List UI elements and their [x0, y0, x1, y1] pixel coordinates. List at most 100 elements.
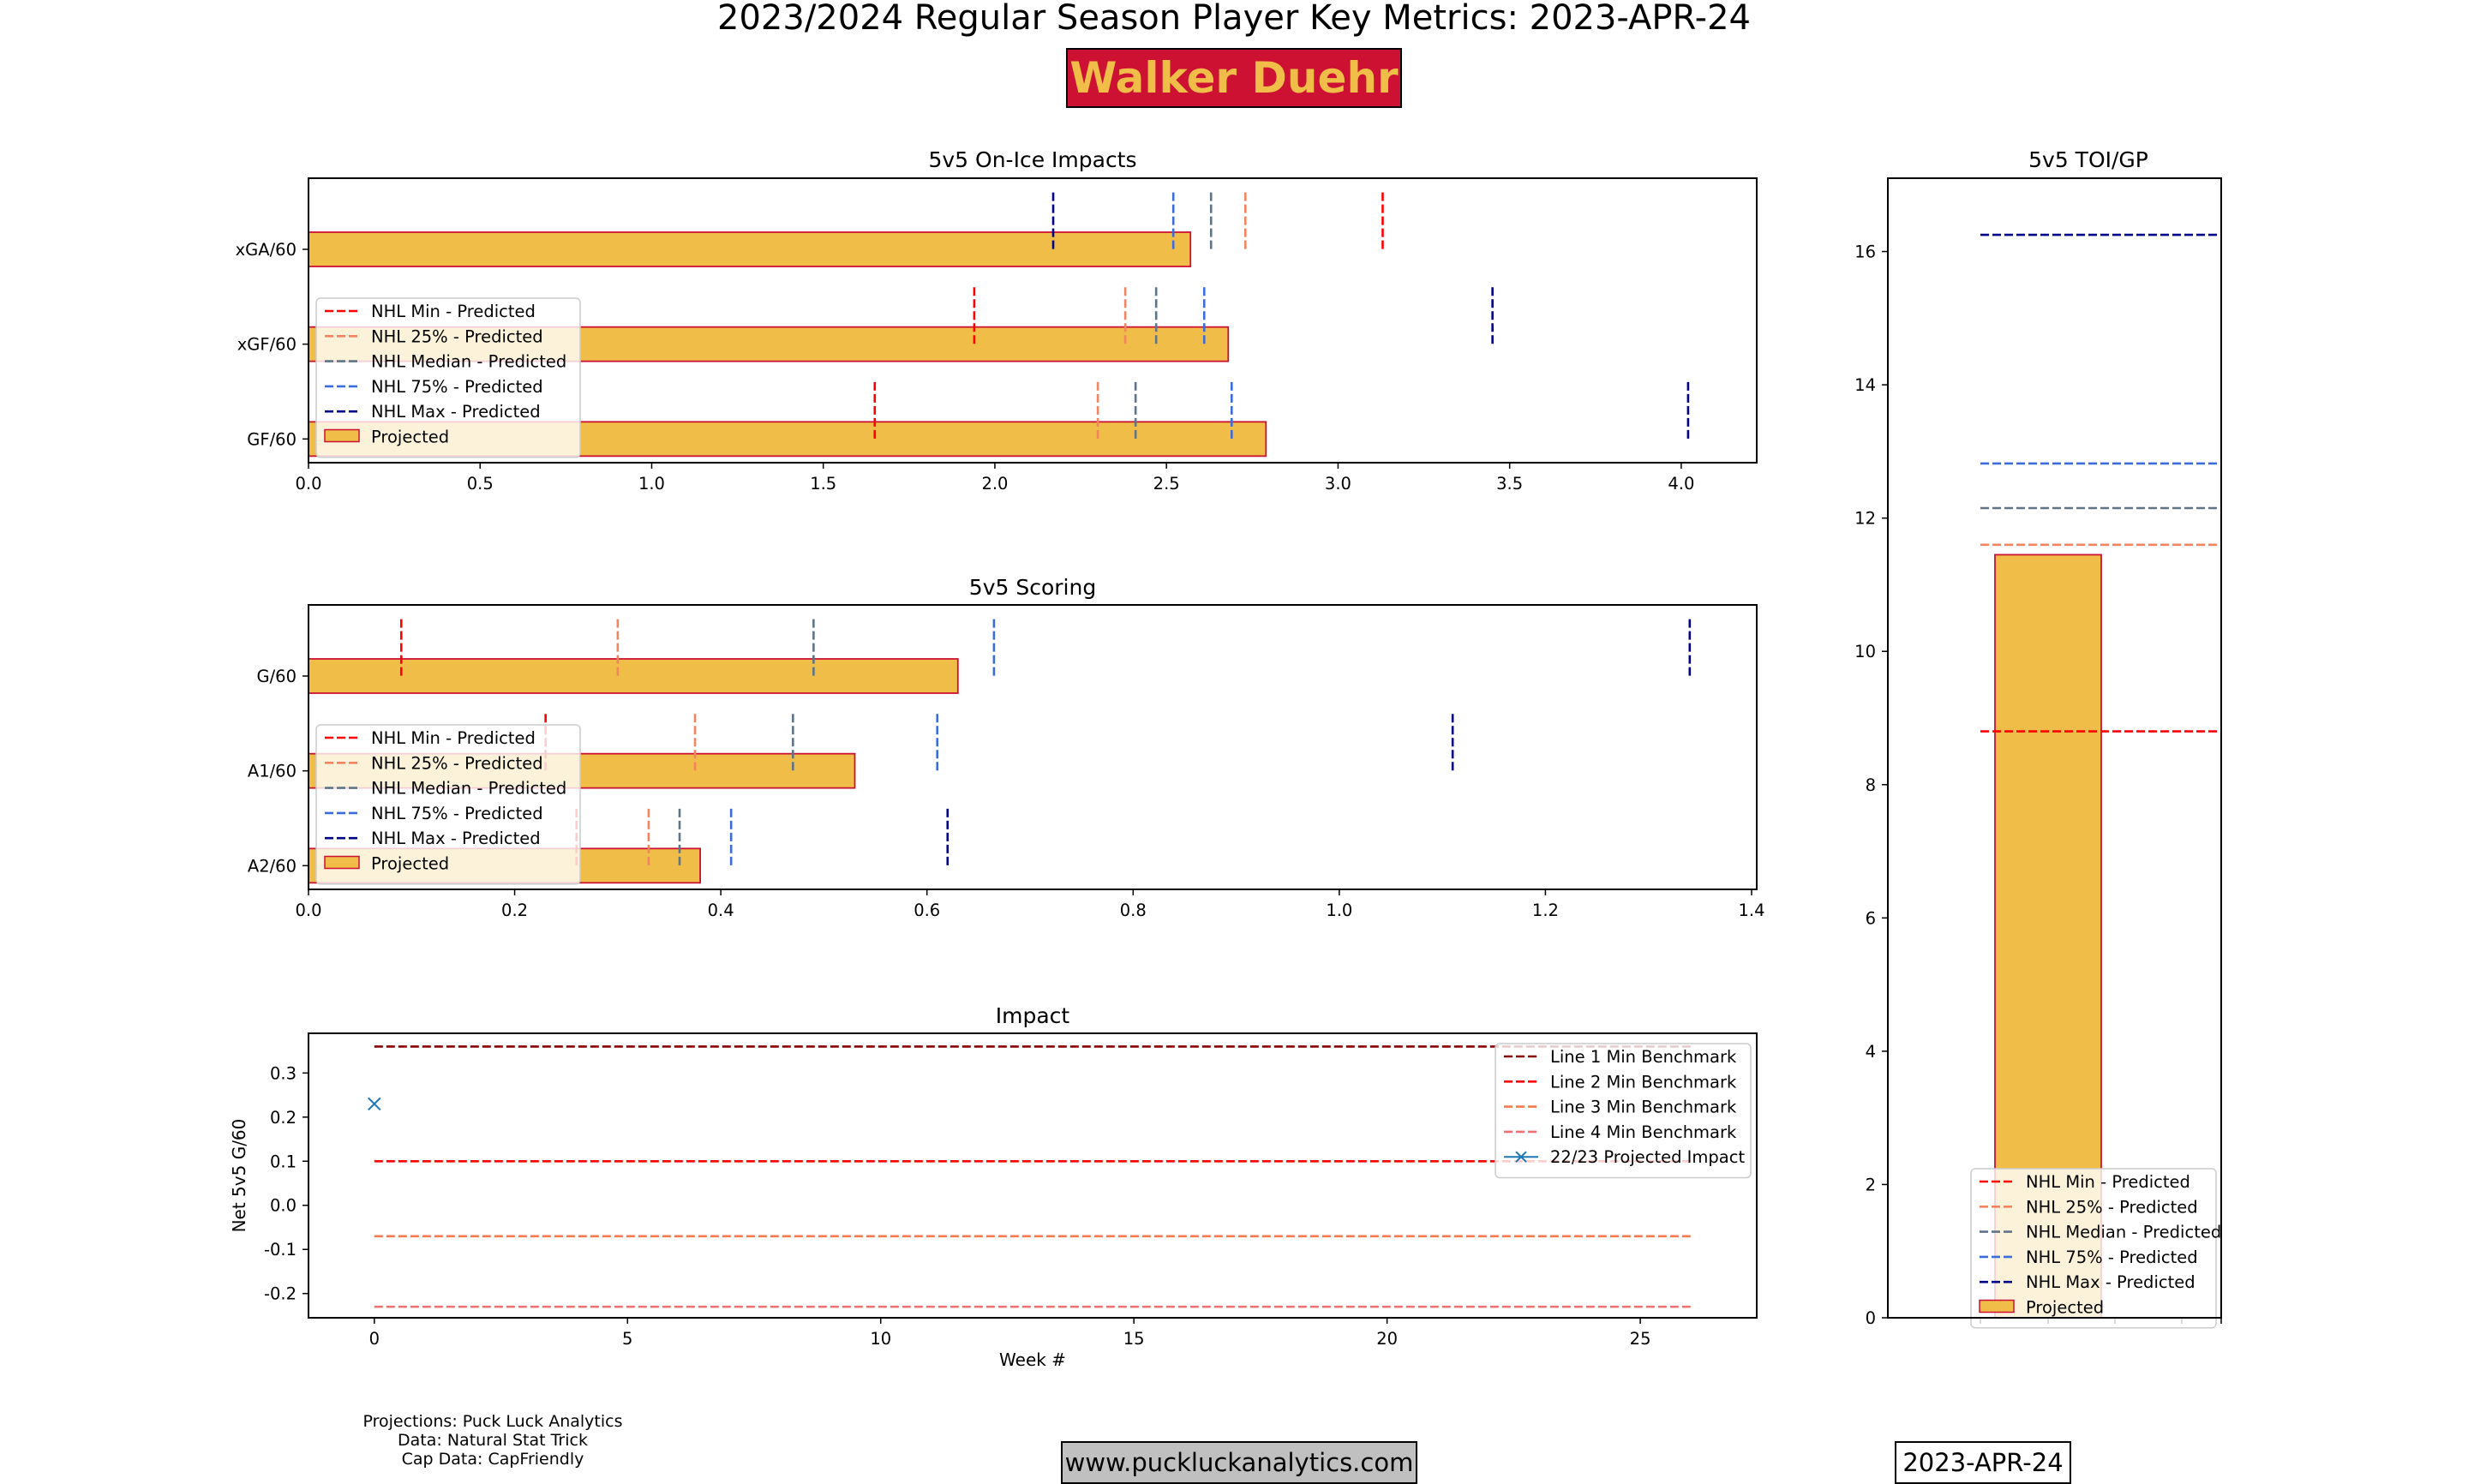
impact-frame: [308, 1032, 1758, 1319]
toi-ytick-label: 16: [1854, 242, 1876, 262]
scoring-title: 5v5 Scoring: [969, 575, 1096, 600]
date-text: 2023-APR-24: [1902, 1448, 2064, 1477]
toi-ytick-label: 10: [1854, 642, 1876, 661]
onice-plot-xtick-label: 1.5: [810, 474, 836, 494]
toi-ytick-label: 2: [1866, 1175, 1876, 1194]
toi-ytick-label: 6: [1866, 908, 1876, 928]
date-badge: 2023-APR-24: [1895, 1441, 2071, 1484]
scoring-plot-legend-label: Projected: [371, 854, 449, 874]
toi-legend-swatch-projected: [1979, 1299, 2015, 1313]
toi-legend-label: NHL Max - Predicted: [2026, 1272, 2195, 1292]
impact-legend-marker: [1515, 1151, 1527, 1163]
impact-xtick-label: 5: [622, 1329, 632, 1349]
scoring-panel: 5v5 Scoring G/60 A1/60 A2/60 0.0 0.2 0.4 0.6 0.…: [248, 575, 1765, 920]
impact-xtick-label: 0: [369, 1329, 380, 1349]
toi-legend-label: NHL Min - Predicted: [2026, 1172, 2190, 1192]
impact-ytick-label: 0.3: [270, 1063, 297, 1083]
scoring-plot-xtick-label: 1.2: [1532, 901, 1559, 920]
website-text: www.puckluckanalytics.com: [1064, 1448, 1414, 1477]
impact-legend-label: 22/23 Projected Impact: [1550, 1147, 1745, 1167]
onice-plot-legend-swatch-projected: [324, 428, 360, 443]
onice-plot-legend-label: Projected: [371, 428, 449, 447]
impact-legend-label: Line 3 Min Benchmark: [1550, 1098, 1737, 1117]
source-notes: Projections: Puck Luck Analytics Data: N…: [351, 1412, 634, 1469]
scoring-plot-legend: [315, 724, 581, 885]
impact-ytick-label: -0.1: [264, 1240, 297, 1260]
impact-ytick-label: 0.0: [270, 1196, 297, 1216]
toi-legend-label: NHL Median - Predicted: [2026, 1223, 2221, 1242]
onice-frame: [308, 177, 1758, 464]
onice-plot-xtick-label: 3.0: [1325, 474, 1351, 494]
onice-plot-legend: [315, 297, 581, 458]
toi-title: 5v5 TOI/GP: [2028, 147, 2148, 172]
impact-ytick-label: 0.1: [270, 1152, 297, 1171]
onice-plot-bar: [308, 231, 1192, 267]
impact-projected-point: [368, 1097, 381, 1111]
scoring-plot-legend-label: NHL 75% - Predicted: [371, 804, 543, 823]
onice-plot-ytick-label: xGA/60: [236, 240, 297, 260]
onice-plot-xtick-label: 0.5: [467, 474, 494, 494]
scoring-frame: [308, 604, 1758, 890]
impact-ylabel: Net 5v5 G/60: [229, 1119, 249, 1233]
scoring-plot-xtick-label: 0.8: [1120, 901, 1147, 920]
scoring-plot-legend-label: NHL Median - Predicted: [371, 779, 566, 799]
onice-plot-xtick-label: 0.0: [295, 474, 321, 494]
scoring-plot-legend-label: NHL Min - Predicted: [371, 728, 536, 748]
scoring-plot-xtick-label: 1.4: [1738, 901, 1764, 920]
onice-plot-ytick-label: GF/60: [247, 429, 297, 449]
onice-plot-legend-label: NHL Median - Predicted: [371, 352, 566, 372]
toi-ytick-label: 4: [1866, 1042, 1876, 1062]
toi-panel: 5v5 TOI/GP 0 2 4 6 8 10 12 14 16 NHL Min - Predic…: [1854, 147, 2222, 1329]
scoring-plot-xtick-label: 0.2: [501, 901, 528, 920]
figure-title: 2023/2024 Regular Season Player Key Metr…: [717, 0, 1751, 38]
onice-title: 5v5 On-Ice Impacts: [928, 147, 1136, 172]
toi-ytick-label: 12: [1854, 509, 1876, 529]
impact-legend: [1495, 1043, 1752, 1179]
website-link[interactable]: www.puckluckanalytics.com: [1061, 1441, 1417, 1484]
impact-xtick-label: 25: [1630, 1329, 1651, 1349]
onice-plot-legend-label: NHL Max - Predicted: [371, 402, 541, 422]
onice-plot-xtick-label: 1.0: [638, 474, 665, 494]
onice-plot-legend-label: NHL 25% - Predicted: [371, 326, 543, 346]
toi-ytick-label: 14: [1854, 375, 1876, 395]
onice-plot-legend-label: NHL 75% - Predicted: [371, 377, 543, 397]
impact-xtick-label: 15: [1123, 1329, 1145, 1349]
scoring-plot-legend-label: NHL Max - Predicted: [371, 829, 541, 848]
impact-legend-label: Line 2 Min Benchmark: [1550, 1072, 1737, 1092]
impact-ytick-label: 0.2: [270, 1108, 297, 1128]
scoring-plot-ytick-label: A1/60: [248, 762, 297, 781]
player-name: Walker Duehr: [1069, 53, 1399, 103]
toi-legend: [1970, 1168, 2217, 1329]
toi-legend-label: Projected: [2026, 1298, 2104, 1318]
impact-panel: Impact 0 5 10 15 20 25 0.3 0.2 0.1 0.0 -0.1 -0.2 Lin…: [229, 1003, 1758, 1370]
onice-plot-xtick-label: 2.5: [1153, 474, 1180, 494]
source-cap-data: Cap Data: CapFriendly: [401, 1450, 584, 1469]
source-projections: Projections: Puck Luck Analytics: [362, 1412, 623, 1431]
impact-xtick-label: 20: [1376, 1329, 1398, 1349]
impact-title: Impact: [996, 1003, 1070, 1028]
onice-plot-xtick-label: 2.0: [981, 474, 1008, 494]
onice-plot-xtick-label: 4.0: [1668, 474, 1694, 494]
toi-legend-label: NHL 75% - Predicted: [2026, 1248, 2198, 1267]
scoring-plot-legend-swatch-projected: [324, 855, 360, 870]
impact-legend-label: Line 4 Min Benchmark: [1550, 1122, 1737, 1142]
scoring-plot-legend-label: NHL 25% - Predicted: [371, 753, 543, 773]
scoring-plot-ytick-label: A2/60: [248, 856, 297, 876]
scoring-plot-xtick-label: 0.6: [914, 901, 940, 920]
toi-ytick-label: 8: [1866, 775, 1876, 795]
onice-plot-xtick-label: 3.5: [1496, 474, 1523, 494]
impact-xlabel: Week #: [999, 1349, 1066, 1370]
toi-ytick-label: 0: [1866, 1308, 1876, 1328]
scoring-plot-xtick-label: 1.0: [1326, 901, 1352, 920]
toi-frame: [1887, 177, 2222, 1319]
impact-xtick-label: 10: [870, 1329, 891, 1349]
scoring-plot-bar: [308, 658, 959, 694]
onice-plot-ytick-label: xGF/60: [237, 335, 297, 355]
scoring-plot-xtick-label: 0.4: [708, 901, 734, 920]
source-data: Data: Natural Stat Trick: [398, 1431, 588, 1450]
toi-legend-label: NHL 25% - Predicted: [2026, 1197, 2198, 1217]
onice-plot-legend-label: NHL Min - Predicted: [371, 302, 536, 321]
scoring-plot-ytick-label: G/60: [257, 667, 297, 686]
onice-panel: 5v5 On-Ice Impacts xGA/60 xGF/60 GF/60 0.0 0…: [236, 147, 1758, 494]
player-name-badge: Walker Duehr: [1066, 48, 1402, 108]
